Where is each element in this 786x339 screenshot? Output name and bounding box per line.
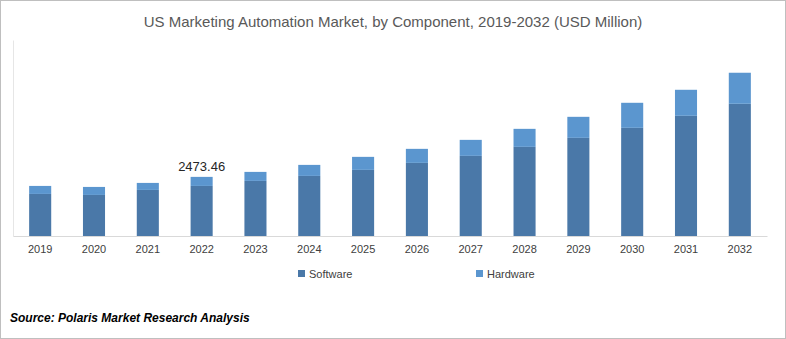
bar bbox=[137, 183, 159, 190]
x-tick-label: 2019 bbox=[28, 243, 52, 255]
frame bbox=[1, 1, 786, 339]
x-tick-label: 2027 bbox=[458, 243, 482, 255]
bar bbox=[83, 187, 105, 195]
y-axis-line bbox=[13, 41, 14, 237]
bar bbox=[191, 186, 213, 236]
bar bbox=[191, 177, 213, 186]
x-tick: 2026 bbox=[405, 236, 429, 255]
bar bbox=[729, 104, 751, 236]
x-tick-label: 2026 bbox=[405, 243, 429, 255]
bar bbox=[460, 140, 482, 156]
x-tick-label: 2022 bbox=[189, 243, 213, 255]
series bbox=[29, 73, 751, 195]
bar bbox=[352, 157, 374, 170]
legend-swatch bbox=[476, 270, 483, 277]
x-tick-label: 2030 bbox=[620, 243, 644, 255]
x-tick: 2021 bbox=[136, 236, 160, 255]
source: Source: Polaris Market Research Analysis bbox=[10, 311, 250, 325]
bar bbox=[514, 129, 536, 147]
plot: 2019 2020 2021 2022 2023 2024 2025 2026 2027 2028… bbox=[14, 41, 768, 255]
bar bbox=[29, 194, 51, 236]
x-axis: 2019 2020 2021 2022 2023 2024 2025 2026 2027 2028… bbox=[14, 236, 768, 255]
bar bbox=[675, 90, 697, 116]
bars bbox=[29, 73, 751, 236]
bar bbox=[514, 147, 536, 236]
x-tick: 2022 bbox=[189, 236, 213, 255]
x-tick: 2024 bbox=[297, 236, 321, 255]
x-tick: 2025 bbox=[351, 236, 375, 255]
bar bbox=[83, 195, 105, 236]
x-tick: 2032 bbox=[728, 236, 752, 255]
x-tick-label: 2028 bbox=[512, 243, 536, 255]
bar bbox=[567, 138, 589, 236]
x-tick: 2019 bbox=[28, 236, 52, 255]
bar bbox=[675, 116, 697, 236]
bar bbox=[244, 181, 266, 236]
bar bbox=[298, 165, 320, 176]
bar bbox=[137, 190, 159, 236]
x-tick: 2027 bbox=[458, 236, 482, 255]
bar bbox=[244, 172, 266, 181]
legend-label: Hardware bbox=[487, 268, 535, 280]
x-tick-label: 2024 bbox=[297, 243, 321, 255]
bar bbox=[729, 73, 751, 104]
legend-label: Software bbox=[309, 268, 352, 280]
legend-item: Software bbox=[298, 268, 352, 280]
x-tick-label: 2032 bbox=[728, 243, 752, 255]
bar bbox=[406, 163, 428, 236]
bar bbox=[298, 176, 320, 236]
x-tick-label: 2031 bbox=[674, 243, 698, 255]
x-tick: 2023 bbox=[243, 236, 267, 255]
legend-item: Hardware bbox=[476, 268, 535, 280]
x-tick-label: 2029 bbox=[566, 243, 590, 255]
title: US Marketing Automation Market, by Compo… bbox=[144, 13, 643, 30]
bar bbox=[29, 186, 51, 194]
x-tick-label: 2023 bbox=[243, 243, 267, 255]
legend-swatch bbox=[298, 270, 305, 277]
x-axis-line bbox=[14, 236, 768, 237]
bar bbox=[460, 156, 482, 236]
chart: US Marketing Automation Market, by Compo… bbox=[0, 0, 786, 339]
x-tick: 2031 bbox=[674, 236, 698, 255]
bar bbox=[352, 170, 374, 236]
legend: Software Hardware bbox=[298, 268, 535, 280]
bar bbox=[621, 103, 643, 128]
y-axis bbox=[13, 41, 14, 237]
bar bbox=[621, 128, 643, 236]
annotation: 2473.46 bbox=[178, 159, 225, 174]
x-tick: 2029 bbox=[566, 236, 590, 255]
x-tick: 2030 bbox=[620, 236, 644, 255]
x-tick: 2020 bbox=[82, 236, 106, 255]
x-tick-label: 2020 bbox=[82, 243, 106, 255]
bar bbox=[406, 149, 428, 163]
x-tick-label: 2025 bbox=[351, 243, 375, 255]
x-tick: 2028 bbox=[512, 236, 536, 255]
x-tick-label: 2021 bbox=[136, 243, 160, 255]
bar bbox=[567, 117, 589, 138]
